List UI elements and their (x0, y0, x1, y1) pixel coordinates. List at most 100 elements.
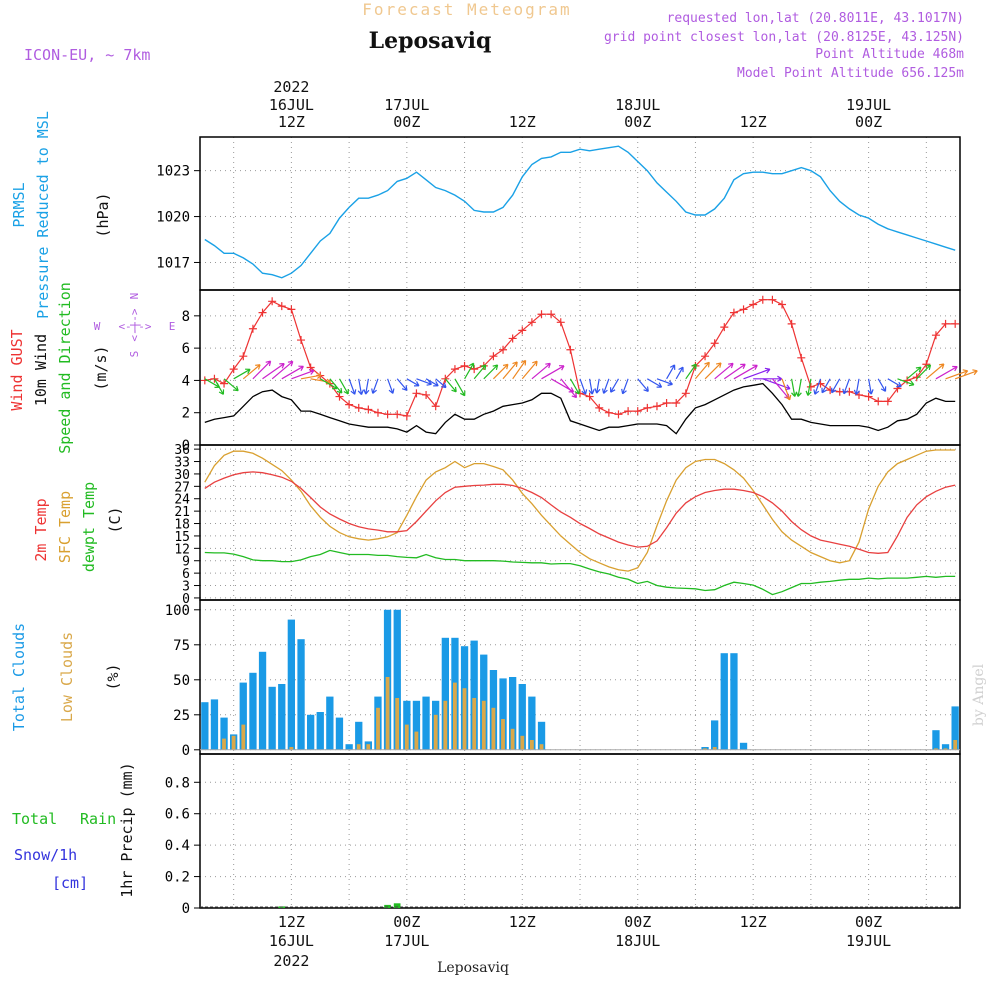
total-cloud-bar (739, 742, 748, 750)
gust-marker (614, 410, 623, 419)
low-cloud-bar (472, 698, 477, 750)
gust-marker (239, 352, 248, 361)
total-cloud-bar (307, 714, 315, 750)
wind-arrow (348, 378, 357, 395)
gust-marker (354, 403, 363, 412)
wind-arrow (473, 364, 487, 380)
total-cloud-bar (509, 677, 517, 750)
total-cloud-bar (393, 609, 401, 750)
gust-marker (701, 352, 710, 361)
model-label: ICON-EU, ~ 7km (24, 46, 150, 64)
gust-marker (931, 331, 940, 340)
cloud-label-1: Total Clouds (10, 623, 28, 731)
prmsl-line (204, 145, 956, 279)
wind-arrow (406, 378, 420, 387)
clouds-ytick-label: 0 (182, 743, 190, 759)
low-cloud-bar (501, 719, 505, 750)
gust-marker (373, 408, 382, 417)
pressure-ytick-label: 1023 (156, 164, 190, 180)
pressure-label-1: PRMSL (10, 182, 28, 227)
gust-marker (903, 376, 912, 385)
temp-ytick-label: 9 (182, 555, 190, 570)
requested-coords: requested lon,lat (20.8011E, 43.1017N) (667, 11, 964, 26)
temp-label-3: dewpt Temp (80, 482, 98, 572)
wind-arrow (252, 360, 272, 380)
wind-arrow (704, 362, 722, 380)
point-altitude: Point Altitude 468m (815, 47, 964, 62)
gust-marker (345, 400, 354, 409)
pressure-ytick-label: 1020 (156, 210, 190, 226)
gust-marker (499, 345, 508, 354)
cloud-label-2: Low Clouds (58, 632, 76, 722)
gust-marker (508, 334, 517, 343)
temp-ytick-label: 6 (182, 567, 190, 582)
gust-marker (816, 379, 825, 388)
gust-marker (797, 353, 806, 362)
low-cloud-bar (395, 698, 400, 750)
wind-arrow (935, 365, 958, 380)
gust-marker (393, 410, 402, 419)
top-time-label: 00Z (624, 113, 651, 131)
total-cloud-bar (932, 730, 940, 750)
low-cloud-bar (712, 747, 717, 750)
precip-ytick-label: 0 (182, 901, 190, 917)
wind-arrow (262, 363, 285, 380)
compass-w: W (94, 320, 101, 333)
wind-arrow (387, 378, 395, 394)
gust-marker (778, 300, 787, 309)
compass-s: S (128, 351, 141, 358)
gridpoint-coords: grid point closest lon,lat (20.8125E, 43… (604, 30, 964, 45)
wind-arrow (512, 359, 527, 380)
gust-marker (729, 308, 738, 317)
temp-ytick-label: 12 (174, 542, 190, 557)
gust-marker (835, 387, 844, 396)
gust-marker (768, 295, 777, 304)
wind-arrow (916, 364, 932, 380)
gust-marker (537, 310, 546, 319)
wind-arrow (685, 363, 697, 380)
total-cloud-bar (730, 653, 738, 750)
top-time-label: 2022 (273, 78, 309, 96)
temp-ytick-label: 33 (174, 456, 190, 471)
low-cloud-bar (385, 677, 390, 750)
total-cloud-bar (249, 672, 257, 750)
low-cloud-bar (462, 688, 467, 750)
gust-marker (431, 402, 440, 411)
gust-marker (681, 389, 690, 398)
bottom-time-label: 12Z (740, 913, 767, 931)
wind-arrow (594, 378, 601, 394)
temp-ytick-label: 0 (182, 592, 190, 607)
wind-arrow (743, 367, 771, 380)
compass-ns-arrows: <-|-> (128, 308, 141, 341)
product-title: Forecast Meteogram (362, 0, 571, 19)
low-cloud-bar (943, 748, 948, 750)
wind-arrow (853, 378, 860, 395)
total-cloud-bar (287, 619, 295, 750)
wind-arrow (541, 365, 565, 380)
cloud-labels: Total Clouds Low Clouds (%) (10, 623, 122, 731)
wind-arrow (925, 363, 945, 380)
gust-marker (893, 384, 902, 393)
gust-marker (297, 336, 306, 345)
gust-marker (595, 403, 604, 412)
total-cloud-bar (326, 696, 334, 750)
wind-arrow (877, 378, 887, 392)
total-cloud-bar (499, 678, 507, 750)
low-cloud-bar (231, 735, 236, 750)
bottom-time-label: 19JUL (846, 932, 891, 950)
wind-arrow (714, 362, 734, 380)
wind-ytick-label: 6 (182, 341, 190, 357)
total-cloud-bar (258, 651, 267, 750)
temp-ytick-label: 24 (174, 493, 190, 508)
bottom-time-label: 16JUL (269, 932, 314, 950)
total-cloud-bar (316, 712, 324, 750)
wind-ytick-label: 2 (182, 406, 190, 422)
gust-marker (672, 399, 681, 408)
low-cloud-bar (366, 744, 371, 750)
wind-arrow (842, 378, 850, 395)
low-cloud-bar (934, 748, 938, 750)
gust-marker (922, 360, 931, 369)
gust-marker (758, 295, 767, 304)
precip-label-rain: Rain (80, 810, 116, 828)
